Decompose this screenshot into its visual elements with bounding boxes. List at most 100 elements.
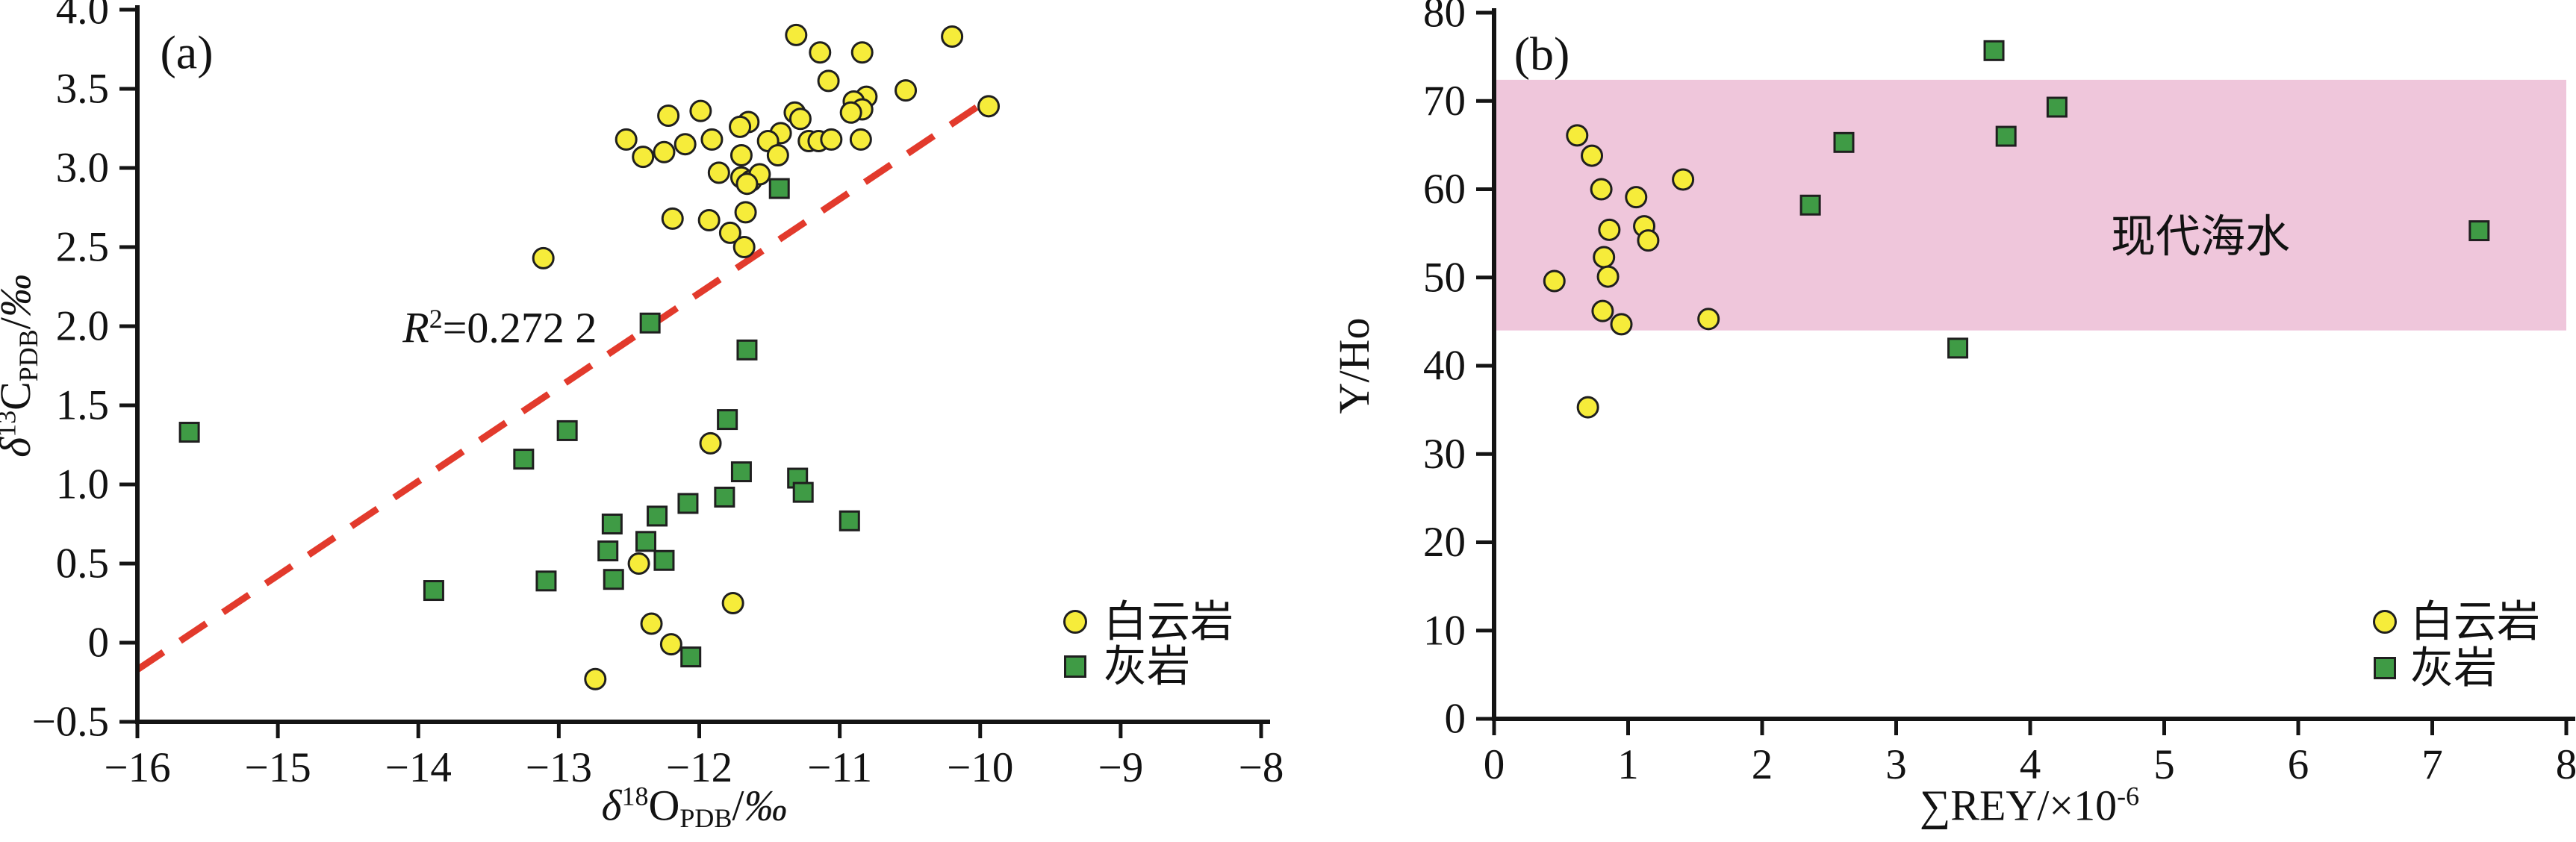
legend-marker-dolomite	[1063, 610, 1087, 634]
data-point-dolomite	[766, 144, 789, 167]
data-point-limestone	[1833, 131, 1855, 153]
legend-label: 灰岩	[2410, 644, 2497, 693]
y-tick-label: 0.5	[56, 540, 109, 587]
data-point-limestone	[535, 570, 557, 592]
data-point-dolomite	[1672, 168, 1695, 191]
data-point-limestone	[768, 178, 790, 199]
data-point-limestone	[1799, 194, 1821, 216]
data-point-dolomite	[977, 95, 1001, 118]
data-point-limestone	[639, 312, 661, 334]
data-point-limestone	[603, 569, 624, 590]
series-limestone	[178, 178, 860, 668]
data-point-dolomite	[1596, 265, 1620, 288]
y-tick-label: 2.0	[56, 303, 109, 350]
y-tick-label: 10	[1423, 607, 1466, 654]
x-tick-label: −10	[947, 744, 1013, 791]
data-point-limestone	[1947, 337, 1969, 359]
y-tick-label: 4.0	[56, 0, 109, 34]
data-point-limestone	[597, 540, 619, 562]
data-point-limestone	[423, 580, 444, 602]
data-point-dolomite	[615, 128, 638, 151]
x-tick-label: 8	[2556, 741, 2576, 788]
x-tick-label: 0	[1484, 741, 1505, 788]
y-tick-label: 40	[1423, 343, 1466, 390]
data-point-limestone	[178, 422, 200, 443]
data-point-dolomite	[1591, 299, 1614, 322]
series-dolomite	[532, 23, 1001, 690]
legend-label: 白云岩	[2410, 598, 2540, 646]
data-point-dolomite	[1625, 186, 1648, 209]
data-point-limestone	[1983, 40, 2005, 61]
x-tick-label: 5	[2153, 741, 2175, 788]
data-point-limestone	[730, 461, 752, 483]
data-point-limestone	[714, 486, 735, 508]
series-dolomite	[1543, 124, 1720, 419]
data-point-dolomite	[809, 41, 832, 64]
y-tick-label: 50	[1423, 254, 1466, 301]
data-point-dolomite	[653, 140, 676, 163]
data-point-limestone	[635, 531, 657, 552]
data-point-dolomite	[1566, 124, 1589, 147]
data-point-limestone	[717, 409, 738, 431]
data-point-dolomite	[1637, 229, 1660, 252]
data-point-dolomite	[659, 633, 682, 656]
data-point-limestone	[653, 549, 675, 571]
x-tick-label: 6	[2288, 741, 2309, 788]
data-point-limestone	[556, 420, 578, 441]
data-point-dolomite	[817, 69, 840, 93]
data-point-dolomite	[850, 41, 874, 64]
data-point-dolomite	[735, 172, 759, 196]
y-tick-label: 3.0	[56, 145, 109, 192]
data-point-dolomite	[673, 133, 697, 156]
y-axis: 4.0 3.5 3.0 2.5 2.0 1.5 1.0 0.5 0 −0.5	[32, 0, 137, 746]
x-tick-label: 1	[1617, 741, 1639, 788]
x-tick-label: −9	[1098, 744, 1144, 791]
data-point-dolomite	[785, 23, 808, 46]
x-tick-label: 4	[2020, 741, 2041, 788]
legend-marker-limestone	[2374, 657, 2396, 679]
data-point-dolomite	[732, 236, 756, 258]
data-point-limestone	[1995, 125, 2017, 147]
modern-seawater-label: 现代海水	[2111, 212, 2290, 261]
data-point-dolomite	[661, 207, 684, 230]
data-point-limestone	[513, 449, 535, 470]
data-point-dolomite	[640, 612, 663, 635]
x-axis: −16 −15 −14 −13 −12 −11 −10 −9 −8	[104, 722, 1284, 791]
y-tick-label: 3.5	[56, 66, 109, 113]
data-point-limestone	[792, 481, 814, 503]
r-squared-annotation: R2=0.272 2	[402, 304, 597, 352]
y-tick-label: 2.5	[56, 224, 109, 271]
data-point-dolomite	[839, 101, 862, 124]
regression-dashed-line	[135, 95, 992, 673]
x-tick-label: −13	[526, 744, 592, 791]
y-tick-label: 1.5	[56, 382, 109, 429]
data-point-limestone	[677, 493, 699, 514]
x-tick-label: 7	[2421, 741, 2443, 788]
panel-label-a: (a)	[160, 26, 213, 79]
x-tick-label: −11	[807, 744, 872, 791]
data-point-dolomite	[1543, 269, 1566, 293]
y-tick-label: 80	[1423, 0, 1466, 37]
data-point-dolomite	[697, 208, 721, 231]
y-tick-label: −0.5	[32, 699, 109, 746]
data-point-dolomite	[729, 144, 753, 167]
data-point-dolomite	[627, 552, 650, 575]
data-point-dolomite	[788, 107, 812, 131]
series-limestone	[1799, 40, 2490, 359]
data-point-dolomite	[734, 201, 757, 224]
data-point-limestone	[839, 510, 860, 531]
x-tick-label: −16	[104, 744, 170, 791]
data-point-limestone	[601, 514, 623, 534]
data-point-dolomite	[699, 431, 722, 455]
x-axis: 0 1 2 3 4 5 6 7 8	[1484, 719, 2576, 788]
legend-label: 白云岩	[1104, 598, 1233, 646]
data-point-limestone	[680, 646, 702, 668]
data-point-dolomite	[632, 146, 655, 169]
data-point-dolomite	[1610, 313, 1633, 336]
y-axis: 0 10 20 30 40 50 60 70 80	[1423, 0, 1494, 743]
data-point-dolomite	[941, 25, 964, 49]
